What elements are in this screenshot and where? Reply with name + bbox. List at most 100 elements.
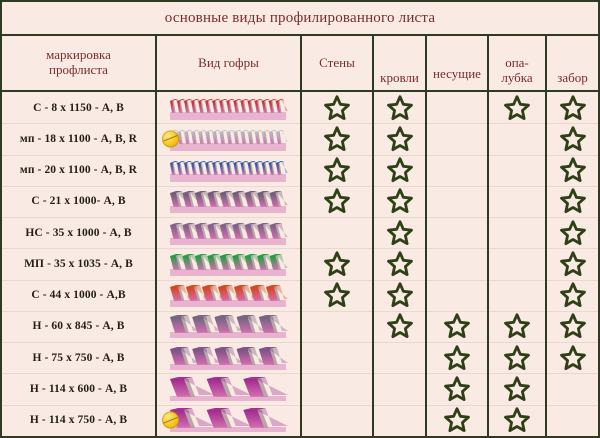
cell-wave-image <box>157 123 302 156</box>
cell-bearing <box>427 342 489 375</box>
marking-label: С - 8 х 1150 - А, В <box>33 101 124 114</box>
empty-cell <box>504 126 530 152</box>
corrugation-profile-icon <box>160 345 298 371</box>
cell-roofing <box>374 373 427 406</box>
star-icon <box>559 313 586 339</box>
cell-marking: мп - 18 х 1100 - А, В, R <box>2 123 157 156</box>
cell-walls <box>302 248 374 281</box>
cell-bearing <box>427 217 489 250</box>
cell-wave-image <box>157 373 302 406</box>
cell-marking: МП - 35 х 1035 - А, В <box>2 248 157 281</box>
empty-cell <box>324 345 350 371</box>
star-icon <box>324 157 350 183</box>
cell-fence <box>547 342 598 375</box>
star-icon <box>559 126 586 152</box>
column-header-marking-line2: профлиста <box>49 62 108 77</box>
empty-cell <box>504 251 530 277</box>
cell-marking: Н - 60 х 845 - А, В <box>2 310 157 344</box>
cell-bearing <box>427 123 489 156</box>
empty-cell <box>324 407 350 433</box>
cell-roofing <box>374 185 427 219</box>
table-body: С - 8 х 1150 - А, В мп - 18 х 1100 - А, В… <box>2 92 598 436</box>
cell-roofing <box>374 248 427 281</box>
empty-cell <box>560 376 586 402</box>
star-icon <box>324 282 350 308</box>
star-icon <box>386 94 413 121</box>
corrugation-profile-icon <box>160 407 298 433</box>
cell-formwork <box>489 279 547 313</box>
column-header-marking-line1: маркировка <box>46 47 111 63</box>
star-icon <box>504 94 530 121</box>
empty-cell <box>324 220 350 246</box>
table-header-row: маркировка профлиста Вид гофры Стены кро… <box>2 36 598 92</box>
star-icon <box>324 251 350 277</box>
marking-label: мп - 20 х 1100 - А, В, R <box>19 164 138 177</box>
empty-cell <box>324 313 350 339</box>
cell-walls <box>302 279 374 313</box>
star-icon <box>559 345 586 371</box>
empty-cell <box>444 220 470 246</box>
table-row: НС - 35 х 1000 - А, В <box>2 217 598 250</box>
cell-walls <box>302 154 374 188</box>
cell-wave-image <box>157 217 302 250</box>
cell-marking: Н - 114 х 750 - А, В <box>2 404 157 436</box>
corrugation-profile-icon <box>160 313 298 339</box>
empty-cell <box>504 157 530 183</box>
column-header-formwork: опа- лубка <box>489 36 547 90</box>
empty-cell <box>444 251 470 277</box>
cell-wave-image <box>157 404 302 436</box>
corrugation-profile-icon <box>160 95 298 121</box>
cell-walls <box>302 92 374 125</box>
cell-walls <box>302 185 374 219</box>
star-icon <box>559 157 586 183</box>
star-icon <box>386 220 413 246</box>
marking-label: Н - 60 х 845 - А, В <box>32 320 125 333</box>
marking-label: МП - 35 х 1035 - А, В <box>24 257 133 270</box>
cell-bearing <box>427 248 489 281</box>
cell-bearing <box>427 154 489 188</box>
cell-fence <box>547 186 598 219</box>
marking-label: С - 44 х 1000 - А,В <box>31 289 126 302</box>
star-icon <box>386 313 413 339</box>
marking-label: Н - 114 х 750 - А, В <box>29 414 128 427</box>
cell-bearing <box>427 310 489 344</box>
cell-roofing <box>374 279 427 313</box>
column-header-marking: маркировка профлиста <box>2 36 157 90</box>
empty-cell <box>504 220 530 246</box>
cell-formwork <box>489 310 547 344</box>
cell-wave-image <box>157 185 302 219</box>
table-title-row: основные виды профилированного листа <box>2 2 598 36</box>
empty-cell <box>444 126 470 152</box>
empty-cell <box>560 407 586 433</box>
corrugation-profile-icon <box>160 188 298 214</box>
cell-marking: Н - 114 х 600 - А, В <box>2 373 157 406</box>
star-icon <box>504 407 530 433</box>
marking-label: Н - 75 х 750 - А, В <box>32 351 125 364</box>
star-icon <box>559 188 586 214</box>
table-row: С - 21 х 1000- А, В <box>2 185 598 219</box>
empty-cell <box>444 188 470 214</box>
cell-formwork <box>489 185 547 219</box>
star-icon <box>324 188 350 214</box>
star-icon <box>324 126 350 152</box>
cell-formwork <box>489 217 547 250</box>
cell-fence <box>547 92 598 125</box>
table-row: мп - 20 х 1100 - А, В, R <box>2 154 598 188</box>
cell-fence <box>547 248 598 281</box>
cell-formwork <box>489 92 547 125</box>
empty-cell <box>444 95 470 121</box>
corrugation-profile-icon <box>160 376 298 402</box>
cell-roofing <box>374 404 427 436</box>
cell-bearing <box>427 404 489 436</box>
empty-cell <box>387 345 413 371</box>
empty-cell <box>444 157 470 183</box>
cell-wave-image <box>157 279 302 313</box>
star-icon <box>386 126 413 152</box>
column-header-wave: Вид гофры <box>157 36 302 90</box>
empty-cell <box>504 188 530 214</box>
cell-marking: мп - 20 х 1100 - А, В, R <box>2 154 157 188</box>
column-header-walls: Стены <box>302 36 374 90</box>
table-row: Н - 60 х 845 - А, В <box>2 310 598 344</box>
cell-fence <box>547 217 598 250</box>
star-icon <box>386 251 413 277</box>
